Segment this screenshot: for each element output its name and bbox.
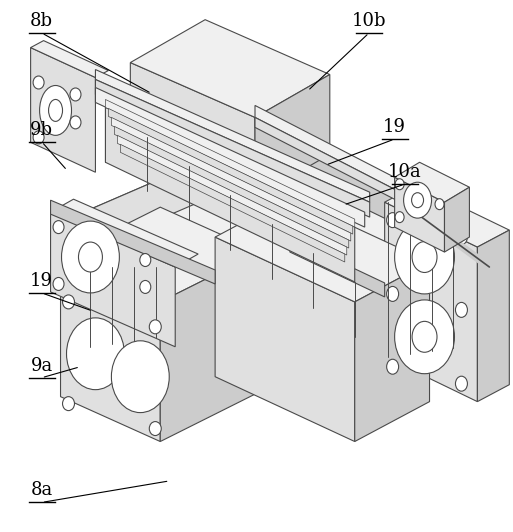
Ellipse shape	[394, 220, 455, 294]
Ellipse shape	[40, 86, 71, 135]
Polygon shape	[354, 262, 429, 442]
Polygon shape	[51, 199, 198, 267]
Ellipse shape	[394, 300, 455, 373]
Polygon shape	[61, 207, 260, 302]
Polygon shape	[394, 162, 469, 202]
Ellipse shape	[53, 278, 64, 290]
Ellipse shape	[149, 421, 161, 436]
Text: 8a: 8a	[30, 481, 53, 500]
Polygon shape	[444, 187, 469, 252]
Ellipse shape	[53, 221, 64, 234]
Ellipse shape	[395, 212, 404, 222]
Ellipse shape	[412, 321, 437, 352]
Polygon shape	[111, 118, 351, 241]
Polygon shape	[290, 238, 385, 297]
Ellipse shape	[140, 280, 151, 294]
Polygon shape	[478, 230, 509, 402]
Ellipse shape	[412, 242, 437, 272]
Ellipse shape	[70, 116, 81, 129]
Polygon shape	[255, 74, 330, 197]
Text: 10a: 10a	[388, 163, 422, 181]
Ellipse shape	[67, 318, 124, 389]
Ellipse shape	[62, 221, 120, 293]
Polygon shape	[385, 202, 478, 402]
Ellipse shape	[387, 286, 399, 302]
Ellipse shape	[456, 302, 467, 318]
Ellipse shape	[63, 397, 74, 411]
Polygon shape	[255, 118, 420, 212]
Ellipse shape	[111, 341, 169, 413]
Ellipse shape	[387, 213, 399, 228]
Ellipse shape	[456, 376, 467, 391]
Text: 19: 19	[383, 118, 406, 136]
Ellipse shape	[456, 230, 467, 245]
Polygon shape	[130, 63, 255, 197]
Polygon shape	[130, 20, 330, 118]
Polygon shape	[215, 237, 354, 442]
Polygon shape	[61, 257, 160, 442]
Polygon shape	[95, 70, 370, 202]
Polygon shape	[61, 127, 475, 317]
Polygon shape	[108, 109, 353, 234]
Polygon shape	[394, 177, 444, 252]
Polygon shape	[105, 99, 354, 227]
Polygon shape	[215, 197, 429, 302]
Ellipse shape	[395, 179, 404, 190]
Ellipse shape	[282, 212, 294, 220]
Text: 8b: 8b	[30, 12, 53, 30]
Polygon shape	[61, 127, 280, 262]
Text: 9b: 9b	[30, 121, 53, 139]
Text: 19: 19	[30, 272, 53, 290]
Polygon shape	[31, 40, 108, 78]
Ellipse shape	[404, 182, 431, 218]
Polygon shape	[385, 185, 509, 247]
Polygon shape	[95, 87, 365, 227]
Polygon shape	[114, 127, 349, 248]
Ellipse shape	[140, 254, 151, 267]
Ellipse shape	[435, 198, 444, 210]
Polygon shape	[95, 79, 370, 217]
Ellipse shape	[49, 99, 63, 121]
Polygon shape	[51, 200, 215, 284]
Polygon shape	[280, 127, 475, 262]
Ellipse shape	[63, 295, 74, 309]
Ellipse shape	[78, 242, 103, 272]
Ellipse shape	[33, 76, 44, 89]
Ellipse shape	[411, 193, 424, 207]
Polygon shape	[117, 135, 347, 255]
Ellipse shape	[149, 320, 161, 334]
Text: 9a: 9a	[30, 357, 53, 375]
Polygon shape	[255, 105, 420, 202]
Ellipse shape	[33, 131, 44, 144]
Polygon shape	[51, 212, 175, 347]
Ellipse shape	[387, 359, 399, 374]
Ellipse shape	[273, 206, 303, 226]
Polygon shape	[105, 107, 354, 282]
Ellipse shape	[70, 88, 81, 101]
Polygon shape	[121, 144, 345, 262]
Polygon shape	[160, 252, 260, 442]
Polygon shape	[31, 47, 95, 172]
Text: 10b: 10b	[352, 12, 386, 30]
